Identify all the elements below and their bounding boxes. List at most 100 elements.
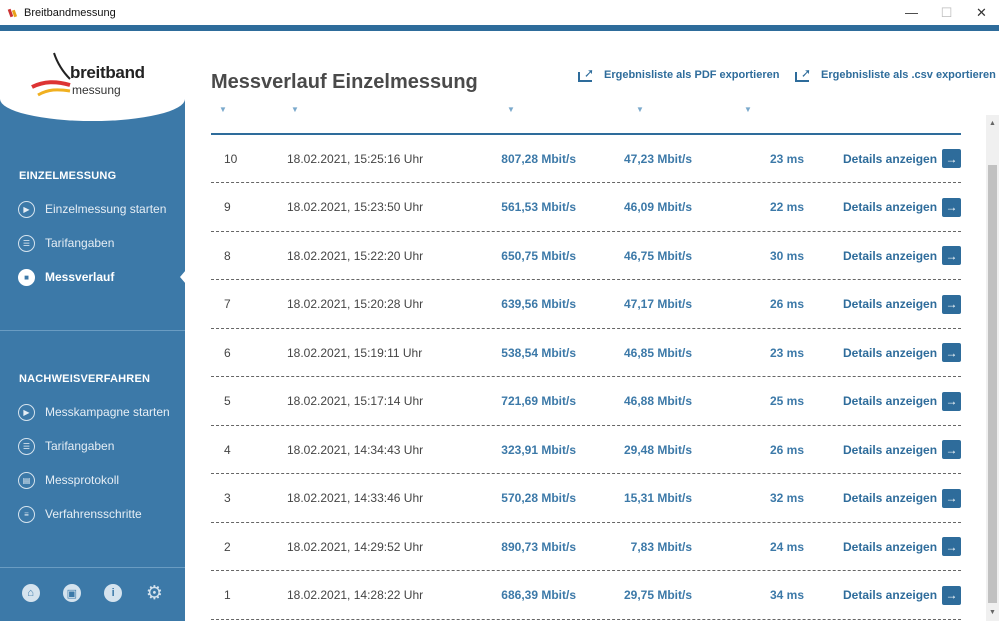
sidebar-item-tarifangaben[interactable]: ☰ Tarifangaben bbox=[18, 233, 114, 253]
table-row: 4 18.02.2021, 14:34:43 Uhr 323,91 Mbit/s 29… bbox=[211, 426, 961, 474]
table-row: 9 18.02.2021, 15:23:50 Uhr 561,53 Mbit/s 46… bbox=[211, 184, 961, 232]
measurement-date: 18.02.2021, 15:20:28 Uhr bbox=[287, 297, 424, 311]
maximize-button[interactable]: ☐ bbox=[940, 4, 953, 20]
sidebar-item-label: Verfahrensschritte bbox=[45, 507, 142, 521]
download-value: 721,69 Mbit/s bbox=[501, 394, 576, 408]
sidebar-footer: ⌂ ▣ i ⚙ bbox=[0, 582, 185, 604]
scroll-down-icon[interactable]: ▼ bbox=[989, 609, 996, 616]
sidebar-item-einzelmessung-starten[interactable]: ▶ Einzelmessung starten bbox=[18, 199, 166, 219]
upload-value: 47,17 Mbit/s bbox=[623, 297, 692, 311]
sidebar-item-label: Tarifangaben bbox=[45, 439, 115, 453]
sort-arrow-icon[interactable]: ▼ bbox=[636, 105, 644, 114]
ping-value: 26 ms bbox=[769, 442, 804, 457]
arrow-right-icon[interactable]: → bbox=[942, 197, 961, 217]
scroll-up-icon[interactable]: ▲ bbox=[989, 120, 996, 127]
info-icon[interactable]: i bbox=[104, 584, 123, 602]
scrollbar[interactable]: ▲ ▼ bbox=[986, 115, 999, 621]
download-value: 807,28 Mbit/s bbox=[501, 151, 576, 166]
measurement-date: 18.02.2021, 14:33:46 Uhr bbox=[287, 491, 424, 505]
export-csv-label: Ergebnisliste als .csv exportieren bbox=[821, 69, 996, 81]
measurement-number: 8 bbox=[224, 248, 231, 263]
arrow-right-icon[interactable]: → bbox=[942, 149, 961, 168]
details-link[interactable]: Details anzeigen bbox=[843, 394, 938, 408]
upload-value: 46,09 Mbit/s bbox=[623, 200, 692, 214]
table-row: 7 18.02.2021, 15:20:28 Uhr 639,56 Mbit/s 47… bbox=[211, 281, 961, 329]
measurement-table: ▼ ▼ ▼ ▼ ▼ 10 18.02.2021, 15:25:16 Uhr 807,… bbox=[211, 105, 961, 621]
sidebar-item-label: Messprotokoll bbox=[45, 473, 120, 487]
minimize-button[interactable]: — bbox=[905, 5, 918, 20]
ping-value: 32 ms bbox=[769, 491, 804, 505]
arrow-right-icon[interactable]: → bbox=[942, 246, 961, 265]
protocol-icon: ▤ bbox=[18, 471, 35, 489]
play-circle-icon: ▶ bbox=[18, 403, 35, 421]
store-icon[interactable]: ▣ bbox=[62, 584, 81, 602]
arrow-right-icon[interactable]: → bbox=[942, 488, 961, 508]
details-link[interactable]: Details anzeigen bbox=[843, 297, 938, 311]
measurement-date: 18.02.2021, 15:23:50 Uhr bbox=[287, 200, 424, 214]
export-csv-button[interactable]: ➚ Ergebnisliste als .csv exportieren bbox=[795, 67, 996, 82]
sidebar-item-verfahrensschritte[interactable]: ≡ Verfahrensschritte bbox=[18, 504, 142, 524]
details-link[interactable]: Details anzeigen bbox=[843, 200, 938, 214]
upload-value: 46,75 Mbit/s bbox=[623, 248, 692, 263]
close-button[interactable]: ✕ bbox=[976, 4, 987, 20]
home-icon[interactable]: ⌂ bbox=[21, 584, 40, 602]
title-bar: Breitbandmessung — ☐ ✕ bbox=[0, 0, 999, 25]
details-link[interactable]: Details anzeigen bbox=[843, 491, 938, 505]
arrow-right-icon[interactable]: → bbox=[942, 585, 961, 605]
ping-value: 22 ms bbox=[769, 200, 804, 214]
sidebar-item-label: Messverlauf bbox=[45, 270, 115, 284]
sidebar-item-tarifangaben-2[interactable]: ☰ Tarifangaben bbox=[18, 436, 114, 456]
upload-value: 46,85 Mbit/s bbox=[623, 345, 692, 360]
table-row: 2 18.02.2021, 14:29:52 Uhr 890,73 Mbit/s 7,… bbox=[211, 523, 961, 571]
logo-swoosh-icon bbox=[31, 52, 71, 97]
measurement-number: 6 bbox=[224, 345, 231, 360]
user-card-icon: ☰ bbox=[18, 234, 35, 252]
sort-arrow-icon[interactable]: ▼ bbox=[744, 105, 752, 114]
page-title: Messverlauf Einzelmessung bbox=[211, 71, 478, 93]
sort-arrow-icon[interactable]: ▼ bbox=[219, 105, 227, 114]
details-link[interactable]: Details anzeigen bbox=[843, 248, 938, 263]
gear-icon[interactable]: ⚙ bbox=[145, 582, 163, 604]
details-link[interactable]: Details anzeigen bbox=[843, 151, 938, 166]
download-value: 686,39 Mbit/s bbox=[501, 588, 576, 602]
scroll-thumb[interactable] bbox=[988, 165, 997, 603]
upload-value: 15,31 Mbit/s bbox=[623, 491, 692, 505]
sidebar-item-messkampagne-starten[interactable]: ▶ Messkampagne starten bbox=[18, 402, 170, 422]
table-row: 1 18.02.2021, 14:28:22 Uhr 686,39 Mbit/s 29… bbox=[211, 572, 961, 620]
arrow-right-icon[interactable]: → bbox=[942, 537, 961, 556]
download-value: 323,91 Mbit/s bbox=[501, 442, 576, 457]
main-content: Messverlauf Einzelmessung ➚ Ergebnislist… bbox=[185, 31, 999, 621]
section-title-nachweisverfahren: NACHWEISVERFAHREN bbox=[19, 373, 151, 385]
export-icon: ➚ bbox=[578, 67, 596, 82]
sidebar-divider bbox=[0, 330, 185, 331]
app-icon bbox=[7, 7, 18, 19]
arrow-right-icon[interactable]: → bbox=[942, 440, 961, 459]
details-link[interactable]: Details anzeigen bbox=[843, 442, 938, 457]
sidebar-item-messprotokoll[interactable]: ▤ Messprotokoll bbox=[18, 470, 119, 490]
arrow-right-icon[interactable]: → bbox=[942, 343, 961, 362]
sidebar-item-messverlauf[interactable]: ■ Messverlauf bbox=[18, 267, 114, 287]
measurement-number: 9 bbox=[224, 200, 231, 214]
table-row: 6 18.02.2021, 15:19:11 Uhr 538,54 Mbit/s 46… bbox=[211, 329, 961, 377]
table-row: 10 18.02.2021, 15:25:16 Uhr 807,28 Mbit/s 4… bbox=[211, 135, 961, 183]
details-link[interactable]: Details anzeigen bbox=[843, 539, 938, 554]
details-link[interactable]: Details anzeigen bbox=[843, 345, 938, 360]
measurement-number: 7 bbox=[224, 297, 231, 311]
logo-text-breitband: breitband bbox=[70, 63, 145, 82]
table-row: 8 18.02.2021, 15:22:20 Uhr 650,75 Mbit/s 46… bbox=[211, 232, 961, 280]
play-circle-icon: ▶ bbox=[18, 200, 35, 218]
sort-indicators: ▼ ▼ ▼ ▼ ▼ bbox=[211, 105, 961, 117]
sort-arrow-icon[interactable]: ▼ bbox=[507, 105, 515, 114]
arrow-right-icon[interactable]: → bbox=[942, 391, 961, 411]
export-pdf-button[interactable]: ➚ Ergebnisliste als PDF exportieren bbox=[578, 67, 779, 82]
upload-value: 47,23 Mbit/s bbox=[623, 151, 692, 166]
ping-value: 30 ms bbox=[769, 248, 804, 263]
logo[interactable]: breitband messung bbox=[0, 31, 185, 121]
upload-value: 46,88 Mbit/s bbox=[623, 394, 692, 408]
arrow-right-icon[interactable]: → bbox=[942, 294, 961, 314]
measurement-number: 3 bbox=[224, 491, 231, 505]
download-value: 561,53 Mbit/s bbox=[501, 200, 576, 214]
details-link[interactable]: Details anzeigen bbox=[843, 588, 938, 602]
sort-arrow-icon[interactable]: ▼ bbox=[291, 105, 299, 114]
measurement-number: 5 bbox=[224, 394, 231, 408]
